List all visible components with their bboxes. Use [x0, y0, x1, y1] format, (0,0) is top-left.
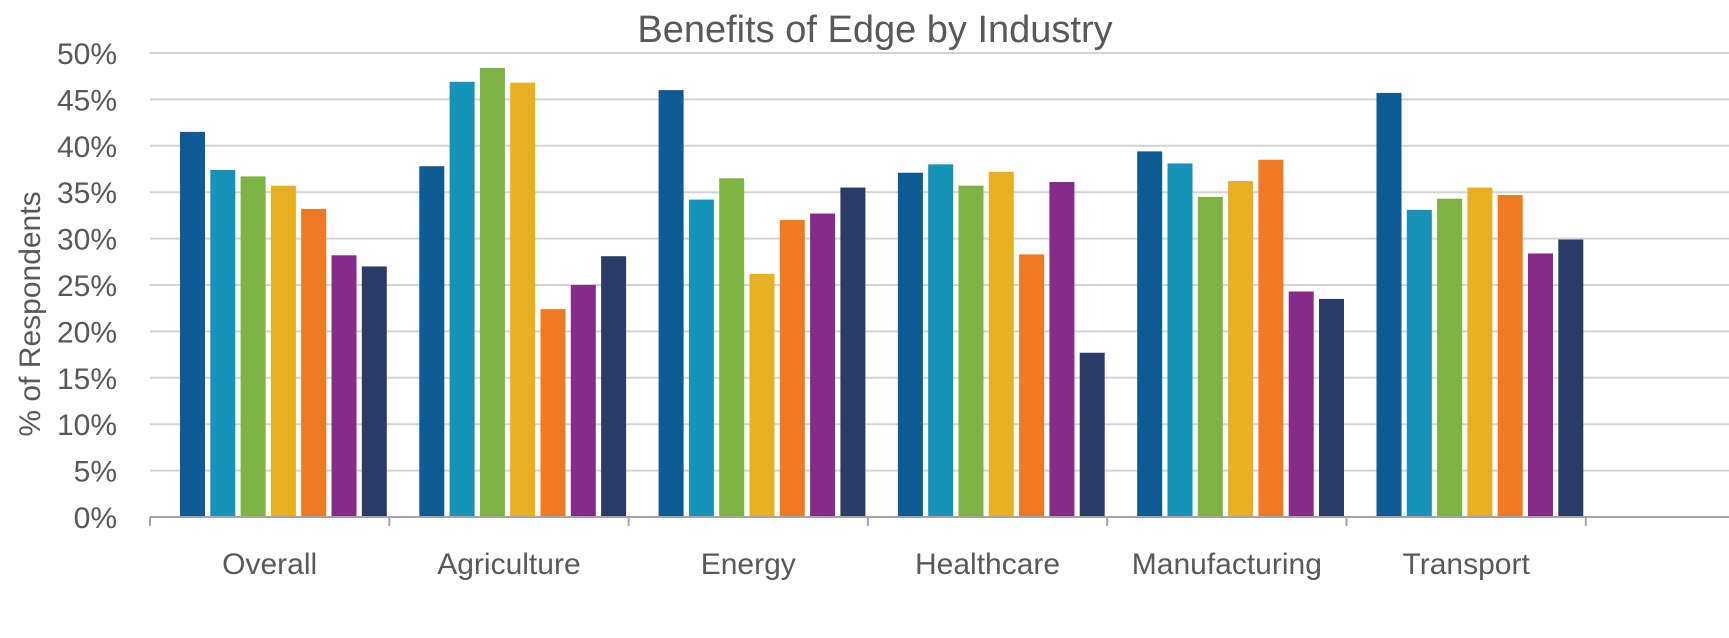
bar	[1079, 352, 1105, 517]
bar	[540, 309, 566, 517]
bar	[479, 67, 505, 518]
bar	[449, 81, 475, 517]
bar	[779, 220, 805, 518]
y-tick-label: 25%	[57, 270, 117, 303]
bar	[1167, 163, 1193, 517]
y-tick-label: 0%	[74, 502, 117, 535]
bar	[1288, 291, 1314, 517]
bar	[719, 178, 745, 517]
bar	[570, 285, 596, 517]
bar	[270, 185, 296, 518]
bar	[688, 199, 714, 517]
bar	[210, 169, 236, 518]
x-tick-label: Transport	[1403, 548, 1531, 581]
bar	[1376, 92, 1402, 518]
bar	[1049, 181, 1075, 517]
bar	[301, 208, 327, 518]
y-tick-label: 40%	[57, 131, 117, 164]
bar	[1558, 239, 1584, 517]
x-tick-label: Overall	[222, 548, 317, 581]
y-tick-label: 10%	[57, 409, 117, 442]
x-tick-labels: Overall Agriculture Energy Healthcare Manufa…	[222, 548, 1530, 581]
bar	[1437, 198, 1463, 518]
chart-title: Benefits of Edge by Industry	[637, 9, 1112, 51]
y-tick-label: 30%	[57, 224, 117, 257]
bar	[840, 187, 866, 517]
bar	[601, 256, 627, 517]
bar	[1319, 298, 1344, 517]
bar	[958, 185, 984, 518]
bar	[928, 164, 954, 518]
bar	[749, 273, 775, 517]
bar	[419, 166, 445, 517]
bar	[1467, 187, 1493, 517]
bar	[180, 131, 205, 517]
y-tick-label: 45%	[57, 84, 117, 117]
bar	[240, 176, 266, 517]
y-tick-label: 20%	[57, 316, 117, 349]
bars	[180, 67, 1584, 518]
y-tick-label: 15%	[57, 363, 117, 396]
bar	[1197, 196, 1223, 517]
x-axis	[149, 516, 1729, 526]
bar	[1019, 254, 1045, 517]
bar	[1497, 194, 1523, 517]
bar	[510, 82, 536, 518]
x-tick-label: Energy	[701, 548, 796, 581]
bar	[1406, 209, 1432, 517]
bar	[361, 266, 387, 517]
bar	[810, 213, 836, 517]
y-tick-label: 50%	[57, 38, 117, 71]
bar	[988, 171, 1014, 517]
bar	[1228, 181, 1254, 517]
x-tick-label: Manufacturing	[1132, 548, 1322, 581]
y-tick-label: 35%	[57, 177, 117, 210]
x-tick-label: Agriculture	[437, 548, 580, 581]
bar	[1258, 159, 1284, 517]
bar	[658, 90, 684, 518]
bar	[897, 172, 923, 517]
bar	[1137, 151, 1163, 518]
y-tick-labels: 0% 5% 10% 15% 20% 25% 30% 35% 40% 45% 50%	[57, 38, 117, 535]
y-tick-label: 5%	[74, 456, 117, 489]
bar	[331, 255, 357, 517]
y-axis-title: % of Respondents	[14, 191, 47, 436]
bar	[1528, 253, 1553, 517]
x-tick-label: Healthcare	[915, 548, 1060, 581]
